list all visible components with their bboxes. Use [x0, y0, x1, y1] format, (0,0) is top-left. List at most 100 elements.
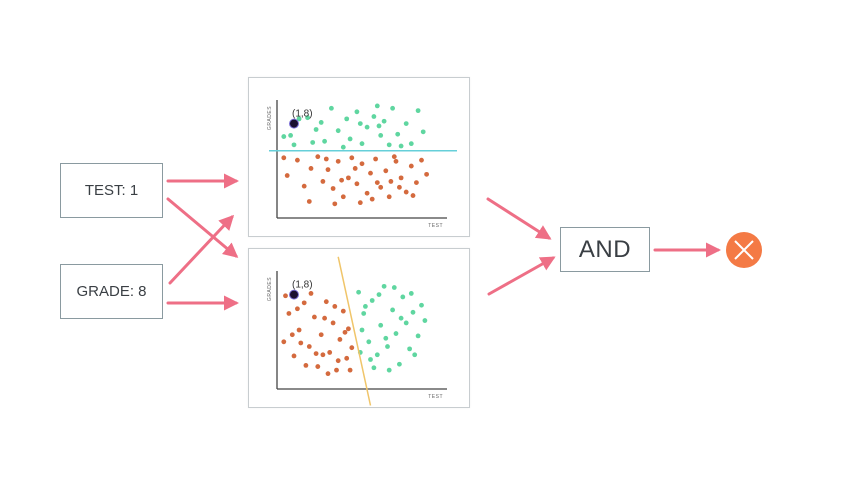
scatter-point-series-1 — [383, 335, 389, 341]
scatter-point-series-0 — [342, 329, 348, 335]
scatter-point-series-1 — [354, 181, 360, 187]
scatter-point-series-0 — [303, 363, 309, 368]
y-axis-label: GRADES — [267, 106, 273, 130]
and-gate-label: AND — [578, 235, 632, 263]
scatter-point-series-1 — [419, 302, 424, 308]
scatter-point-series-0 — [390, 105, 395, 111]
scatter-point-series-1 — [419, 157, 424, 163]
scatter-point-series-0 — [332, 304, 338, 309]
scatter-point-series-1 — [373, 156, 378, 162]
arrow-bottom-chart-to-and — [487, 256, 556, 296]
scatter-point-series-0 — [329, 105, 334, 111]
scatter-point-series-0 — [312, 314, 317, 320]
scatter-point-series-1 — [284, 173, 290, 178]
scatter-point-series-1 — [364, 190, 370, 196]
scatter-point-series-0 — [327, 350, 333, 355]
scatter-point-series-1 — [408, 291, 414, 296]
scatter-point-series-1 — [369, 196, 375, 202]
scatter-point-series-0 — [288, 133, 293, 138]
scatter-point-series-0 — [335, 358, 341, 364]
scatter-point-series-0 — [376, 123, 382, 129]
scatter-point-series-1 — [366, 339, 372, 345]
scatter-point-series-1 — [410, 193, 416, 198]
scatter-point-series-0 — [313, 127, 319, 132]
scatter-point-series-0 — [305, 115, 310, 121]
scatter-point-series-0 — [347, 367, 353, 373]
scatter-point-series-0 — [346, 326, 351, 332]
scatter-point-series-1 — [306, 199, 312, 204]
scatter-point-series-1 — [410, 309, 416, 315]
x-axis-label: TEST — [428, 223, 443, 229]
arrow-test-to-bottom-chart — [166, 197, 239, 258]
scatter-point-series-0 — [344, 355, 350, 361]
scatter-point-series-0 — [364, 124, 370, 130]
scatter-point-series-1 — [339, 177, 344, 183]
scatter-point-series-1 — [374, 180, 380, 185]
grade-input-box: GRADE: 8 — [60, 264, 163, 319]
scatter-point-series-0 — [301, 300, 307, 306]
scatter-point-series-0 — [381, 118, 387, 124]
scatter-point-series-1 — [330, 186, 336, 191]
highlighted-point — [289, 118, 299, 129]
scatter-point-series-0 — [325, 371, 331, 377]
scatter-point-series-1 — [376, 292, 382, 297]
scatter-point-series-1 — [381, 283, 387, 289]
scatter-point-series-0 — [286, 311, 292, 316]
scatter-point-series-1 — [391, 154, 397, 160]
scatter-point-series-0 — [320, 352, 326, 358]
scatter-point-series-1 — [390, 307, 395, 313]
scatter-point-series-1 — [398, 315, 404, 321]
arrow-grade-to-top-chart — [168, 214, 235, 285]
grade-scatter-plot: GRADES TEST (1,8) — [267, 256, 447, 406]
scatter-point-series-0 — [296, 116, 302, 122]
scatter-point-series-0 — [308, 291, 314, 296]
scatter-point-series-1 — [407, 346, 412, 352]
scatter-point-series-1 — [400, 294, 406, 300]
y-axis-label: GRADES — [267, 277, 273, 301]
test-input-label: TEST: 1 — [84, 182, 139, 199]
scatter-point-series-0 — [403, 121, 409, 126]
scatter-point-series-1 — [386, 367, 392, 373]
and-gate: AND — [560, 227, 650, 272]
scatter-point-series-0 — [313, 351, 319, 356]
scatter-point-series-0 — [357, 121, 363, 126]
scatter-point-series-0 — [322, 138, 327, 144]
x-circle-icon — [726, 232, 762, 268]
decision-boundary — [337, 256, 372, 406]
scatter-point-series-1 — [378, 322, 384, 328]
scatter-point-series-1 — [403, 189, 409, 195]
scatter-point-series-1 — [295, 157, 300, 163]
scatter-point-series-1 — [356, 289, 361, 295]
scatter-point-series-0 — [322, 315, 327, 321]
arrow-top-chart-to-and — [486, 197, 552, 240]
scatter-point-series-1 — [385, 344, 390, 349]
scatter-point-series-1 — [393, 331, 399, 336]
scatter-point-series-1 — [332, 201, 338, 207]
scatter-point-series-1 — [422, 318, 428, 323]
scatter-point-series-0 — [340, 308, 346, 314]
scatter-point-series-1 — [349, 155, 355, 161]
highlighted-point-label: (1,8) — [292, 280, 313, 291]
scatter-point-series-0 — [335, 128, 341, 134]
scatter-point-series-1 — [325, 167, 331, 173]
scatter-point-series-0 — [386, 142, 392, 148]
scatter-point-series-1 — [378, 184, 384, 190]
scatter-point-series-0 — [295, 306, 300, 312]
scatter-point-series-1 — [391, 285, 397, 290]
scatter-point-series-1 — [320, 179, 326, 184]
scatter-point-series-0 — [344, 116, 350, 122]
scatter-point-series-0 — [323, 299, 329, 305]
test-classifier-chart: GRADES TEST (1,8) — [248, 77, 470, 237]
scatter-point-series-0 — [283, 293, 288, 299]
scatter-point-series-0 — [395, 131, 401, 137]
scatter-point-series-0 — [337, 337, 343, 342]
scatter-point-series-0 — [281, 339, 287, 345]
scatter-point-series-0 — [334, 367, 339, 373]
scatter-point-series-0 — [281, 134, 287, 139]
scatter-point-series-1 — [398, 175, 404, 181]
scatter-point-series-0 — [374, 103, 380, 109]
highlighted-point — [289, 289, 299, 300]
scatter-point-series-1 — [359, 327, 365, 333]
scatter-point-series-1 — [357, 200, 363, 206]
